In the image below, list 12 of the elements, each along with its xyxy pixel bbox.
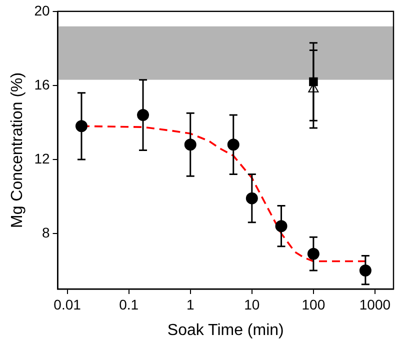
x-tick-label: 0.1 [119,296,139,312]
y-tick-label: 8 [42,224,50,240]
x-axis-title: Soak Time (min) [167,322,284,339]
y-tick-label: 20 [34,2,50,18]
y-tick-label: 12 [34,150,50,166]
x-tick-label: 100 [302,296,326,312]
x-tick-label: 0.01 [54,296,82,312]
y-axis-title: Mg Concentration (%) [9,72,26,228]
x-tick-label: 1 [186,296,194,312]
y-tick-label: 16 [34,76,50,92]
x-tick-label: 10 [244,296,260,312]
x-tick-label: 1000 [359,296,391,312]
